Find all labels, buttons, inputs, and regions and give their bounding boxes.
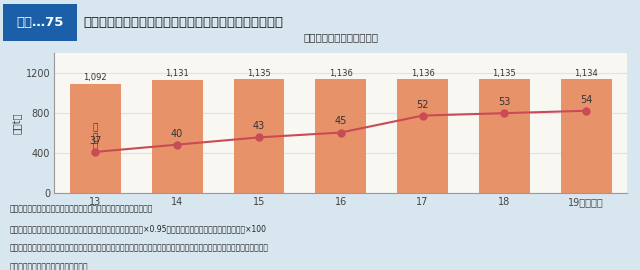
- Text: 1,135: 1,135: [493, 69, 516, 78]
- Text: 1,131: 1,131: [165, 69, 189, 78]
- Text: 注：再生利用等実施率＝（発生抑制量＋再生利用量＋熱回収量×0.95＋減量量）／（発生抑制量＋発生量）×100: 注：再生利用等実施率＝（発生抑制量＋再生利用量＋熱回収量×0.95＋減量量）／（…: [10, 224, 267, 233]
- Text: 1,092: 1,092: [83, 73, 107, 82]
- Y-axis label: （万t）: （万t）: [13, 112, 23, 134]
- Text: 40: 40: [171, 129, 183, 139]
- Text: 37: 37: [89, 136, 102, 146]
- Text: 1,136: 1,136: [329, 69, 353, 78]
- Text: 再生利用等の実施率（％）: 再生利用等の実施率（％）: [303, 32, 378, 42]
- Text: 発
生
量: 発 生 量: [93, 123, 98, 153]
- Bar: [479, 79, 530, 193]
- Bar: [561, 79, 612, 193]
- Text: なお、再生利用量は肖料、飼料、炭化の過程を経て製造される燃料及び還元剤、油脂及び油脂製品、エタノール、メタ: なお、再生利用量は肖料、飼料、炭化の過程を経て製造される燃料及び還元剤、油脂及び…: [10, 243, 269, 252]
- Text: 43: 43: [253, 121, 265, 131]
- Text: 1,135: 1,135: [247, 69, 271, 78]
- Bar: [70, 83, 121, 193]
- Bar: [234, 79, 284, 193]
- Text: 1,134: 1,134: [575, 69, 598, 78]
- Bar: [3, 4, 77, 41]
- Text: 資料：農林水産省「食品循環資源の再生利用等実態調査」を基に算出: 資料：農林水産省「食品循環資源の再生利用等実態調査」を基に算出: [10, 205, 153, 214]
- Bar: [152, 80, 202, 193]
- Bar: [316, 79, 366, 193]
- Text: 食品廃棄物等の年間発生量と再生利用等の実施率の推移: 食品廃棄物等の年間発生量と再生利用等の実施率の推移: [83, 16, 283, 29]
- Text: ンの原材料として利用された量: ンの原材料として利用された量: [10, 262, 88, 270]
- Text: 52: 52: [417, 100, 429, 110]
- Text: 54: 54: [580, 95, 593, 105]
- Text: 53: 53: [499, 97, 511, 107]
- Bar: [397, 79, 448, 193]
- Text: 図表…75: 図表…75: [16, 16, 63, 29]
- Text: 1,136: 1,136: [411, 69, 435, 78]
- Text: 45: 45: [335, 116, 347, 126]
